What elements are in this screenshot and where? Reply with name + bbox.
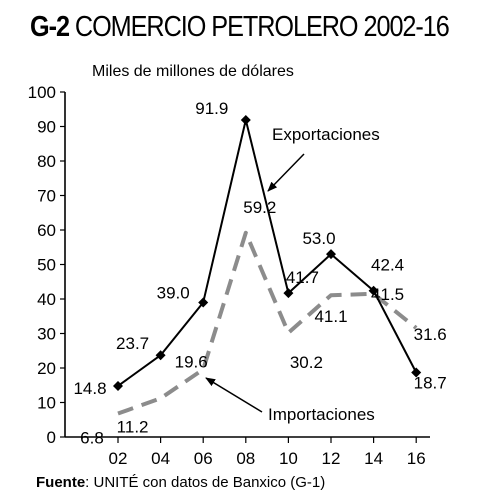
source-text: : UNITÉ con datos de Banxico (G-1) <box>85 474 326 491</box>
y-tick-label: 50 <box>37 256 56 275</box>
data-point-marker <box>368 285 379 296</box>
x-tick-label: 10 <box>279 449 298 468</box>
data-label: 41.5 <box>371 285 404 304</box>
x-tick-label: 06 <box>194 449 213 468</box>
y-tick-label: 100 <box>28 83 56 102</box>
data-label: 41.7 <box>286 268 319 287</box>
data-point-marker <box>326 249 336 260</box>
data-point-marker <box>240 114 251 125</box>
data-label: 6.8 <box>80 429 104 448</box>
series-label-exportaciones: Exportaciones <box>272 125 380 144</box>
data-label: 91.9 <box>195 99 228 118</box>
x-tick-label: 12 <box>322 449 341 468</box>
data-label: 23.7 <box>116 334 149 353</box>
data-label: 39.0 <box>157 283 190 302</box>
y-tick-label: 10 <box>37 394 56 413</box>
line-chart: Miles de millones de dólares 0 10 20 30 40 50… <box>28 63 447 468</box>
data-point-marker <box>198 297 209 308</box>
y-tick-label: 40 <box>37 290 56 309</box>
data-point-marker <box>411 367 422 378</box>
annotations: Exportaciones Importaciones <box>205 125 380 424</box>
data-label: 19.6 <box>175 352 208 371</box>
data-label: 53.0 <box>302 229 335 248</box>
y-tick-label: 20 <box>37 359 56 378</box>
x-tick-label: 08 <box>236 449 255 468</box>
data-label: 11.2 <box>117 417 149 436</box>
y-tick-label: 30 <box>37 325 56 344</box>
data-point-marker <box>155 350 166 361</box>
data-point-marker <box>113 380 123 391</box>
data-label: 41.1 <box>314 307 347 326</box>
data-label: 59.2 <box>243 198 276 217</box>
arrow-exportaciones <box>267 153 305 192</box>
arrow-importaciones <box>205 377 263 413</box>
y-tick-label: 70 <box>37 187 56 206</box>
data-label: 31.6 <box>414 325 447 344</box>
series-line-importaciones <box>117 230 418 416</box>
chart-title-text: COMERCIO PETROLERO 2002-16 <box>74 11 450 43</box>
x-tick-label: 04 <box>151 449 170 468</box>
data-labels: 14.8 23.7 39.0 91.9 41.7 53.0 42.4 18.7 6.8 11.2 1… <box>73 99 446 448</box>
chart-code: G-2 <box>30 11 70 43</box>
data-label: 42.4 <box>371 256 404 275</box>
y-tick-label: 0 <box>47 428 56 447</box>
x-tick-label: 14 <box>364 449 383 468</box>
y-tick-label: 90 <box>37 118 56 137</box>
series-line-exportaciones <box>117 118 418 387</box>
data-label: 14.8 <box>73 379 106 398</box>
y-tick-label: 80 <box>37 152 56 171</box>
y-tick-label: 60 <box>37 221 56 240</box>
data-label: 30.2 <box>290 353 323 372</box>
chart-title: G-2 COMERCIO PETROLERO 2002-16 <box>30 10 450 44</box>
data-point-marker <box>283 288 294 299</box>
data-label: 18.7 <box>414 373 447 392</box>
series-label-importaciones: Importaciones <box>268 405 375 424</box>
axes: 0 10 20 30 40 50 60 70 80 90 100 02 04 06 08 10 12 14 16 <box>28 83 430 468</box>
unit-label: Miles de millones de dólares <box>92 63 294 80</box>
x-tick-label: 16 <box>407 449 426 468</box>
series-layer <box>113 114 422 416</box>
x-tick-label: 02 <box>109 449 128 468</box>
source-label: Fuente <box>36 474 86 491</box>
source-note: Fuente: UNITÉ con datos de Banxico (G-1) <box>36 474 325 491</box>
